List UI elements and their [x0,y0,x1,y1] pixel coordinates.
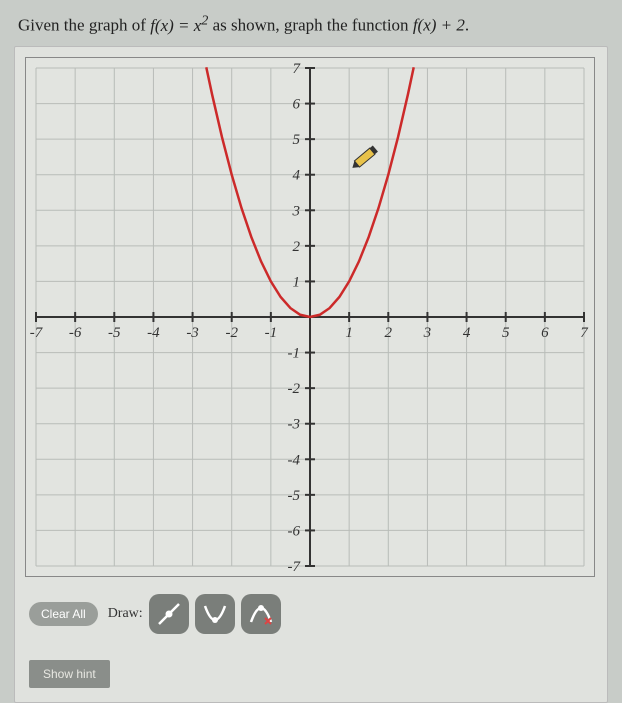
svg-text:-7: -7 [30,325,44,341]
svg-text:-6: -6 [288,523,301,539]
chart-frame: -7 -6 -5 -4 -3 -2 -1 1 2 3 4 5 6 7 -7 -6 -5 -4 -3 -2 -1 1 2 3 4 5… [25,57,595,577]
clear-all-button[interactable]: Clear All [29,602,98,626]
prompt-prefix: Given the graph of [18,16,150,35]
svg-text:-5: -5 [108,325,121,341]
question-prompt: Given the graph of f(x) = x2 as shown, g… [14,12,608,36]
svg-text:1: 1 [345,325,353,341]
svg-text:-4: -4 [288,452,301,468]
line-tool-button[interactable] [149,594,189,634]
drawing-controls: Clear All Draw: [25,594,597,634]
svg-text:3: 3 [292,203,301,219]
prompt-func: f(x) = x [150,16,201,35]
parabola-up-icon [201,600,229,628]
svg-text:-7: -7 [288,559,302,572]
prompt-target: f(x) + 2 [413,16,465,35]
parabola-down-icon [247,600,275,628]
svg-text:4: 4 [293,167,301,183]
pencil-cursor-icon [350,145,378,170]
line-dot-icon [155,600,183,628]
graph-canvas[interactable]: -7 -6 -5 -4 -3 -2 -1 1 2 3 4 5 6 7 -7 -6 -5 -4 -3 -2 -1 1 2 3 4 5… [30,62,590,572]
parabola-down-tool-button[interactable] [241,594,281,634]
svg-text:6: 6 [541,325,549,341]
prompt-exp: 2 [201,12,208,28]
svg-text:3: 3 [423,325,432,341]
svg-text:-1: -1 [288,345,301,361]
svg-text:6: 6 [293,96,301,112]
parabola-up-tool-button[interactable] [195,594,235,634]
svg-text:2: 2 [293,239,301,255]
svg-text:-2: -2 [288,381,301,397]
svg-text:-4: -4 [147,325,160,341]
svg-text:7: 7 [580,325,589,341]
prompt-suffix: . [465,16,469,35]
svg-text:-6: -6 [69,325,82,341]
svg-text:-5: -5 [288,488,301,504]
show-hint-button[interactable]: Show hint [29,660,110,688]
svg-text:-2: -2 [225,325,238,341]
svg-text:1: 1 [293,274,301,290]
draw-label: Draw: [108,606,143,622]
answer-panel: -7 -6 -5 -4 -3 -2 -1 1 2 3 4 5 6 7 -7 -6 -5 -4 -3 -2 -1 1 2 3 4 5… [14,46,608,703]
svg-text:5: 5 [502,325,510,341]
svg-text:-3: -3 [288,416,301,432]
svg-text:-3: -3 [186,325,199,341]
svg-text:4: 4 [463,325,471,341]
svg-text:7: 7 [293,62,302,77]
svg-text:5: 5 [293,132,301,148]
prompt-mid: as shown, graph the function [213,16,413,35]
svg-text:-1: -1 [265,325,278,341]
svg-text:2: 2 [385,325,393,341]
